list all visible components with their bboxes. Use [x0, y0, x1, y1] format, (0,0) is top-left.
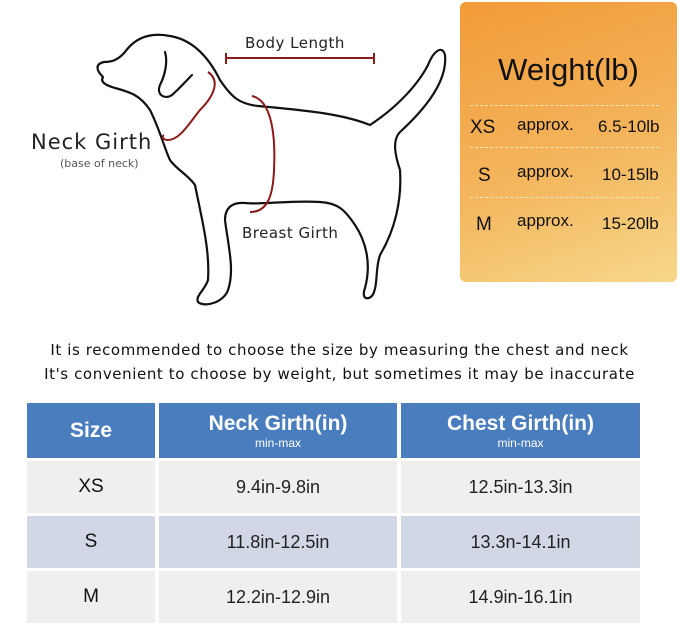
dog-ear	[157, 50, 194, 99]
neck-girth-label: Neck Girth	[31, 130, 153, 154]
cell-neck: 9.4in-9.8in	[159, 461, 397, 513]
header-sublabel: min-max	[497, 435, 544, 450]
weight-size: M	[476, 214, 492, 235]
header-sublabel: min-max	[254, 435, 301, 450]
weight-title: Weight(lb)	[498, 52, 639, 87]
header-size: Size	[27, 403, 155, 458]
neck-girth-note: (base of neck)	[60, 157, 139, 170]
cell-chest: 13.3n-14.1in	[401, 516, 640, 568]
breast-girth-marker	[249, 95, 276, 213]
weight-approx: approx.	[517, 115, 574, 134]
cell-chest: 14.9in-16.1in	[401, 571, 640, 623]
table-row: XS 9.4in-9.8in 12.5in-13.3in	[27, 461, 640, 513]
cell-size: S	[27, 516, 155, 568]
weight-row: M approx. 15-20lb	[460, 211, 677, 244]
header-label: Neck Girth(in)	[208, 411, 348, 435]
table-header-row: Size Neck Girth(in) min-max Chest Girth(i…	[27, 403, 640, 458]
table-row: M 12.2in-12.9in 14.9in-16.1in	[27, 571, 640, 623]
divider	[470, 147, 659, 148]
body-length-marker	[225, 53, 375, 64]
header-neck-girth: Neck Girth(in) min-max	[159, 403, 397, 458]
cell-chest: 12.5in-13.3in	[401, 461, 640, 513]
cell-size: M	[27, 571, 155, 623]
table-row: S 11.8in-12.5in 13.3n-14.1in	[27, 516, 640, 568]
weight-range: 10-15lb	[602, 165, 659, 184]
weight-range: 15-20lb	[602, 214, 659, 233]
weight-approx: approx.	[517, 162, 574, 181]
dog-outline-illustration	[96, 33, 447, 306]
header-label: Chest Girth(in)	[447, 411, 594, 435]
weight-panel: Weight(lb) XS approx. 6.5-10lb S approx.…	[460, 2, 677, 282]
weight-size: S	[478, 165, 491, 186]
weight-row: S approx. 10-15lb	[460, 162, 677, 195]
cell-neck: 11.8in-12.5in	[159, 516, 397, 568]
weight-size: XS	[470, 117, 496, 138]
recommendation-note: It is recommended to choose the size by …	[50, 341, 629, 359]
cell-size: XS	[27, 461, 155, 513]
weight-range: 6.5-10lb	[598, 117, 660, 136]
dog-outline	[96, 33, 447, 306]
divider	[470, 197, 659, 198]
body-length-label: Body Length	[245, 34, 345, 52]
breast-girth-label: Breast Girth	[242, 224, 339, 242]
weight-row: XS approx. 6.5-10lb	[460, 115, 677, 147]
divider	[470, 105, 659, 106]
weight-accuracy-note: It's convenient to choose by weight, but…	[44, 365, 635, 383]
size-table: Size Neck Girth(in) min-max Chest Girth(i…	[23, 400, 644, 626]
header-chest-girth: Chest Girth(in) min-max	[401, 403, 640, 458]
header-label: Size	[69, 418, 113, 442]
cell-neck: 12.2in-12.9in	[159, 571, 397, 623]
weight-approx: approx.	[517, 211, 574, 230]
neck-girth-marker	[161, 71, 216, 142]
